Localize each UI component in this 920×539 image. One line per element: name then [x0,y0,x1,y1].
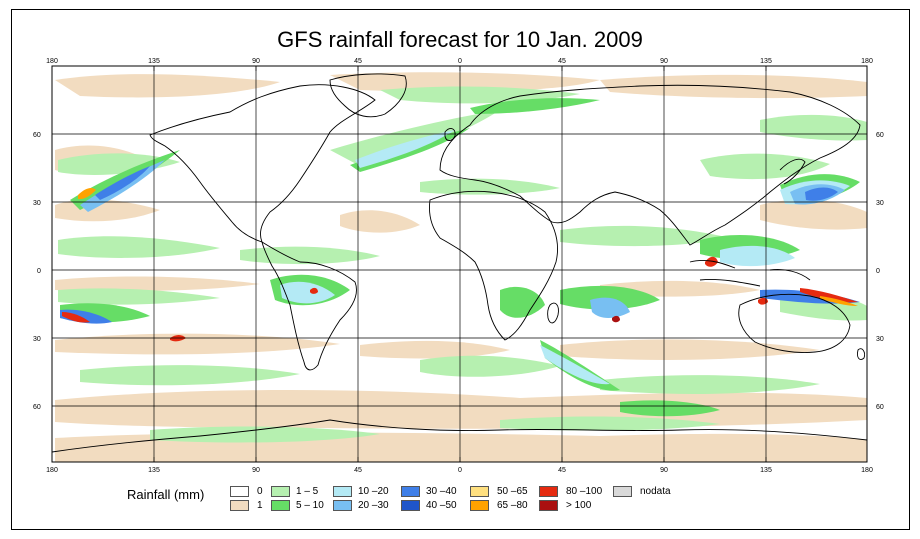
right-lat-labels: 60 30 0 30 60 [876,132,884,411]
bottom-lon-label: 45 [354,467,362,474]
coast-greenland [329,73,407,118]
bottom-lon-label: 90 [252,467,260,474]
legend-swatch [230,486,249,497]
bottom-lon-labels: 180 135 90 45 0 45 90 135 180 [46,467,873,474]
left-lat-label: 0 [37,268,41,275]
legend-title: Rainfall (mm) [127,487,205,502]
coast-africa [429,190,558,341]
bottom-lon-label: 135 [760,467,772,474]
right-lat-label: 30 [876,200,884,207]
left-lat-label: 30 [33,336,41,343]
top-lon-label: 180 [861,58,873,65]
rain-extreme-layer [62,187,858,342]
bottom-lon-label: 0 [458,467,462,474]
coast-antarctica [52,419,867,453]
legend-label: 1 – 5 [296,486,319,497]
rain-10to20mm-layer [280,130,850,385]
legend-label: 20 –30 [358,500,389,511]
legend-label: 40 –50 [426,500,457,511]
coast-madagascar [547,302,559,324]
top-lon-label: 90 [660,58,668,65]
top-lon-label: 45 [558,58,566,65]
coast-new-zealand [857,348,865,361]
legend-swatch [470,500,489,511]
top-lon-label: 0 [458,58,462,65]
map-area [52,66,867,462]
legend-label: 0 [257,486,263,497]
figure-frame [11,9,910,530]
right-lat-label: 0 [876,268,880,275]
legend-swatch [271,500,290,511]
left-lat-label: 60 [33,404,41,411]
top-lon-labels: 180 135 90 45 0 45 90 135 180 [46,58,873,65]
legend-swatch [271,486,290,497]
top-lon-label: 90 [252,58,260,65]
bottom-lon-label: 180 [861,467,873,474]
legend-swatch [613,486,632,497]
legend-label: nodata [640,486,671,497]
map-title: GFS rainfall forecast for 10 Jan. 2009 [277,27,643,52]
bottom-lon-label: 90 [660,467,668,474]
legend-swatch [333,500,352,511]
legend-label: 30 –40 [426,486,457,497]
tick-marks [51,66,868,462]
top-lon-label: 180 [46,58,58,65]
right-lat-label: 30 [876,336,884,343]
legend-label: 50 –65 [497,486,528,497]
right-lat-label: 60 [876,404,884,411]
legend-label: 80 –100 [566,486,603,497]
legend-label: 10 –20 [358,486,389,497]
legend-swatch [230,500,249,511]
coast-eurasia [439,84,861,246]
bottom-lon-label: 45 [558,467,566,474]
legend-label: 5 – 10 [296,500,324,511]
left-lat-label: 30 [33,200,41,207]
coast-uk [444,128,456,141]
coast-north-america [149,84,376,243]
rain-1to5mm-layer [58,86,867,443]
bottom-lon-label: 180 [46,467,58,474]
coast-japan [779,158,806,185]
legend-swatch [539,500,558,511]
map-border [51,65,868,463]
legend-label: 1 [257,500,263,511]
legend-swatch [333,486,352,497]
coastlines [52,73,867,453]
legend-swatch [401,500,420,511]
bottom-lon-label: 135 [148,467,160,474]
legend-swatch [401,486,420,497]
legend-label: > 100 [566,500,592,511]
left-lat-labels: 60 30 0 30 60 [33,132,41,411]
top-lon-label: 45 [354,58,362,65]
legend-label: 65 –80 [497,500,528,511]
legend-swatch [470,486,489,497]
legend-swatch [539,486,558,497]
top-lon-label: 135 [760,58,772,65]
coast-south-america [261,241,357,371]
coast-australia [738,293,851,353]
right-lat-label: 60 [876,132,884,139]
left-lat-label: 60 [33,132,41,139]
graticule [52,66,867,462]
top-lon-label: 135 [148,58,160,65]
